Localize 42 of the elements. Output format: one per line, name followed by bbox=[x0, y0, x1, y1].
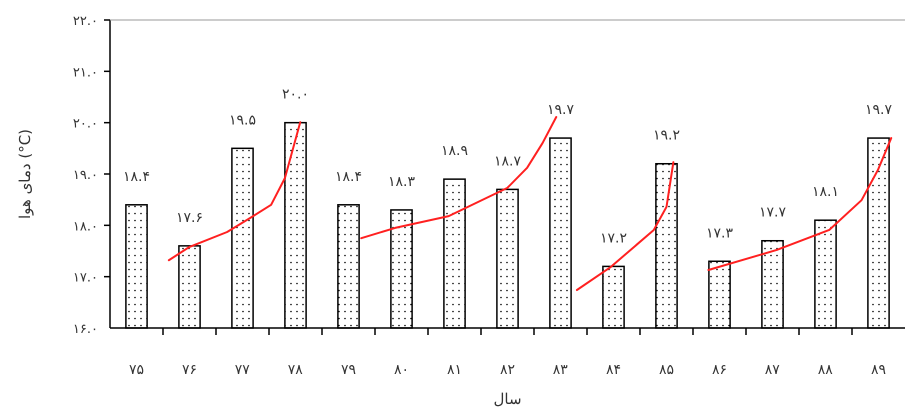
x-axis-title: سال bbox=[493, 390, 522, 408]
data-label: ۱۷.۲ bbox=[600, 230, 628, 246]
data-label: ۱۸.۴ bbox=[122, 168, 150, 185]
data-label: ۲۰.۰ bbox=[282, 86, 310, 103]
x-tick-label: ۸۴ bbox=[606, 362, 622, 378]
x-tick-label: ۸۲ bbox=[500, 362, 516, 378]
x-tick-label: ۷۷ bbox=[234, 362, 250, 378]
data-label: ۱۷.۳ bbox=[706, 225, 734, 242]
x-tick-label: ۸۳ bbox=[552, 362, 568, 378]
data-label: ۱۷.۶ bbox=[176, 210, 204, 226]
data-label: ۱۸.۳ bbox=[388, 174, 416, 190]
y-tick-label: ۲۰.۰ bbox=[72, 116, 98, 132]
x-tick-label: ۸۸ bbox=[818, 362, 834, 378]
y-tick-label: ۲۲.۰ bbox=[72, 14, 98, 29]
x-tick-label: ۸۵ bbox=[658, 362, 674, 378]
x-tick-label: ۸۶ bbox=[712, 362, 728, 378]
data-label: ۱۸.۷ bbox=[494, 153, 522, 170]
line-series bbox=[360, 116, 558, 240]
line-series bbox=[576, 161, 674, 292]
y-tick-label: ۱۸.۰ bbox=[72, 219, 98, 234]
x-tick-label: ۷۸ bbox=[288, 362, 304, 378]
data-label: ۱۹.۵ bbox=[228, 112, 256, 128]
data-label: ۱۸.۹ bbox=[440, 143, 468, 160]
x-tick-label: ۸۰ bbox=[394, 362, 410, 378]
x-tick-label: ۸۱ bbox=[446, 362, 462, 378]
data-label: ۱۹.۲ bbox=[652, 128, 680, 144]
y-tick-label: ۱۶.۰ bbox=[72, 322, 98, 337]
y-axis-title: دمای هوا (°C) bbox=[16, 128, 34, 220]
x-tick-label: ۷۶ bbox=[182, 362, 198, 378]
x-tick-label: ۸۷ bbox=[764, 362, 780, 378]
line-series bbox=[707, 137, 892, 271]
x-tick-label: ۷۹ bbox=[340, 362, 356, 378]
x-tick-label: ۷۵ bbox=[128, 362, 144, 378]
data-label: ۱۸.۴ bbox=[334, 168, 362, 185]
data-label: ۱۷.۷ bbox=[758, 204, 786, 221]
y-tick-label: ۲۱.۰ bbox=[72, 65, 98, 80]
x-tick-label: ۸۹ bbox=[870, 362, 886, 378]
data-label: ۱۸.۱ bbox=[812, 184, 840, 200]
data-label: ۱۹.۷ bbox=[864, 102, 892, 118]
data-label: ۱۹.۷ bbox=[546, 102, 574, 118]
y-tick-label: ۱۹.۰ bbox=[72, 168, 98, 183]
y-tick-label: ۱۷.۰ bbox=[72, 270, 98, 286]
